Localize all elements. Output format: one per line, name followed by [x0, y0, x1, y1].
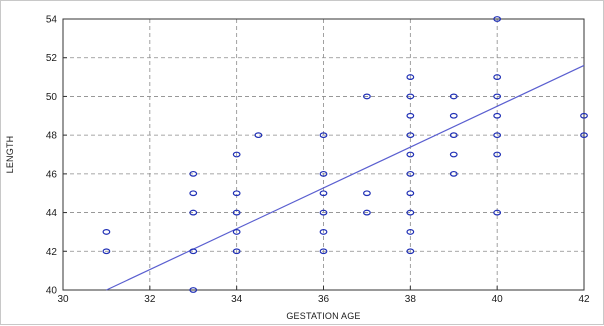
axis-ticks: [62, 18, 585, 291]
regression-line: [106, 64, 585, 291]
y-tick-label: 54: [46, 15, 58, 26]
x-tick-label: 40: [492, 294, 504, 305]
data-point: [319, 132, 328, 139]
data-point: [406, 93, 415, 100]
data-point: [189, 287, 198, 293]
data-point: [102, 248, 111, 255]
data-point: [406, 190, 415, 197]
x-tick-label: 38: [405, 294, 417, 305]
data-point: [319, 209, 328, 216]
data-point: [319, 229, 328, 235]
y-axis-title: LENGTH: [5, 136, 15, 174]
y-tick-label: 42: [46, 247, 58, 258]
data-point: [406, 112, 415, 119]
x-tick-label: 30: [57, 294, 69, 305]
data-point: [406, 248, 415, 255]
data-point: [493, 132, 502, 139]
data-point: [406, 170, 415, 177]
data-point: [319, 190, 328, 197]
x-tick-label: 42: [578, 294, 590, 305]
data-point: [580, 112, 588, 119]
data-point: [232, 190, 241, 197]
y-tick-label: 48: [46, 131, 58, 142]
data-point: [363, 190, 371, 197]
data-point: [580, 132, 588, 139]
data-point: [493, 151, 502, 158]
data-point: [232, 248, 241, 255]
data-point: [319, 248, 328, 255]
data-point: [254, 132, 263, 139]
y-tick-label: 50: [46, 92, 58, 103]
y-tick-label: 52: [46, 53, 58, 64]
data-point: [102, 229, 111, 235]
data-point: [189, 209, 198, 216]
y-tick-label: 46: [46, 169, 58, 180]
data-point: [406, 209, 415, 216]
x-tick-label: 34: [231, 294, 243, 305]
data-point: [406, 74, 415, 80]
data-point: [449, 132, 458, 139]
data-point: [406, 229, 415, 235]
data-point: [406, 132, 415, 139]
y-tick-label: 44: [46, 208, 58, 219]
data-point: [189, 248, 198, 255]
y-tick-label: 40: [46, 286, 58, 297]
tick-labels: 30 32 34 36 38 40 42 40 42 44 46 48 50 52 54: [46, 15, 590, 306]
data-point: [493, 112, 502, 119]
data-point: [363, 209, 371, 216]
data-point: [406, 151, 415, 158]
grid-lines: [63, 19, 584, 290]
data-point: [319, 170, 328, 177]
data-point: [449, 93, 458, 100]
data-point: [189, 170, 198, 177]
data-point: [493, 16, 502, 22]
x-tick-label: 36: [318, 294, 330, 305]
data-point: [493, 93, 502, 100]
data-points: [102, 16, 588, 293]
data-point: [232, 209, 241, 216]
x-tick-label: 32: [144, 294, 156, 305]
data-point: [449, 151, 458, 158]
data-point: [232, 151, 241, 158]
data-point: [493, 74, 502, 80]
data-point: [449, 112, 458, 119]
data-point: [232, 229, 241, 235]
x-axis-title: GESTATION AGE: [286, 311, 360, 321]
data-point: [363, 93, 371, 100]
data-point: [189, 190, 198, 197]
data-point: [449, 170, 458, 177]
data-point: [493, 209, 502, 216]
